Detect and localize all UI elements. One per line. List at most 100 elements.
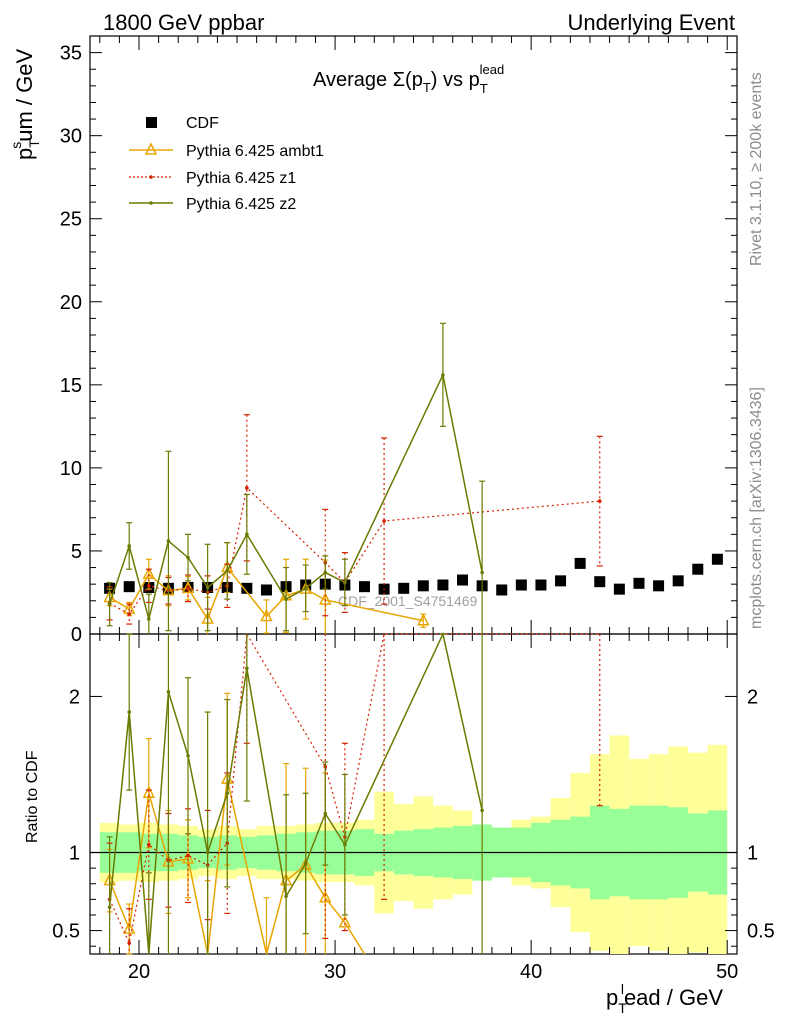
data-point-z2 (343, 842, 347, 847)
data-point-z2 (225, 569, 230, 573)
y-tick-label: 0 (71, 624, 82, 646)
data-point-z2 (225, 791, 230, 796)
legend-z2-label: Pythia 6.425 z2 (186, 196, 296, 213)
data-point-z2 (284, 597, 288, 601)
data-point-cdf (633, 577, 645, 589)
data-point-cdf (437, 579, 449, 591)
data-point-ambt1 (181, 851, 195, 864)
ratio-y-tick-label-right: 2 (747, 686, 758, 708)
data-point-z2 (303, 861, 308, 866)
y-tick-label: 20 (60, 292, 82, 314)
x-tick-label: 30 (324, 961, 346, 983)
y-tick-label: 10 (60, 458, 82, 480)
data-point-cdf (260, 584, 272, 596)
data-point-cdf (457, 574, 469, 586)
data-point-z2 (343, 580, 347, 585)
data-point-z1 (127, 612, 132, 616)
ratio-y-tick-label-right: 1 (747, 843, 758, 865)
plot-title: Average Σ(pT) vs pTlead (313, 62, 504, 96)
x-axis: 20 30 40 50 (99, 36, 738, 983)
data-point-cdf (417, 580, 429, 592)
legend-z2-marker (149, 201, 153, 205)
data-point-ambt1 (142, 785, 156, 798)
legend: CDF Pythia 6.425 ambt1 Pythia 6.425 z1 P… (129, 115, 324, 213)
data-point-ambt1 (319, 592, 332, 605)
data-point-cdf (653, 580, 665, 592)
data-point-z2 (284, 894, 288, 899)
data-point-z2 (166, 689, 171, 694)
legend-cdf-label: CDF (186, 115, 219, 132)
y-tick-label: 15 (60, 375, 82, 397)
y-tick-label: 35 (60, 43, 82, 65)
data-point-z1 (147, 842, 151, 847)
data-point-ambt1 (260, 608, 273, 622)
data-point-z1 (597, 499, 602, 503)
analysis-watermark: CDF_2001_S4751469 (338, 593, 478, 609)
data-point-z2 (205, 850, 210, 855)
x-tick-label: 50 (716, 961, 738, 983)
x-tick-label: 40 (520, 961, 542, 983)
data-point-ambt1 (142, 566, 156, 579)
ratio-y-axis: 0.5 0.5 1 1 2 2 (52, 686, 775, 947)
x-tick-label: 20 (128, 961, 150, 983)
data-point-z2 (107, 905, 112, 909)
data-point-z2 (186, 753, 190, 758)
data-point-ambt1 (417, 613, 430, 626)
rivet-version-label: Rivet 3.1.10, ≥ 200k events (748, 72, 765, 266)
data-point-z2 (107, 602, 112, 606)
data-point-ambt1 (122, 921, 136, 934)
data-point-cdf (692, 563, 704, 575)
legend-cdf-marker (146, 117, 157, 128)
data-point-z2 (480, 570, 484, 575)
ratio-data-layer (103, 631, 603, 955)
data-point-cdf (711, 553, 723, 565)
data-point-z2 (166, 539, 171, 543)
data-point-z1 (186, 586, 190, 591)
series-line-z1 (109, 632, 600, 946)
data-point-z1 (245, 486, 249, 490)
data-point-z2 (323, 811, 328, 816)
data-point-z1 (147, 584, 151, 588)
y-tick-label: 30 (60, 126, 82, 148)
data-point-z2 (303, 586, 308, 591)
data-point-ambt1 (319, 890, 332, 903)
data-point-cdf (535, 579, 547, 591)
ratio-y-tick-label: 0.5 (52, 921, 80, 943)
ratio-y-tick-label-right: 0.5 (747, 921, 775, 943)
y-tick-label: 25 (60, 209, 82, 231)
data-point-ambt1 (181, 580, 195, 594)
data-point-z2 (186, 555, 190, 560)
data-point-cdf (574, 557, 586, 569)
data-point-z2 (245, 666, 249, 671)
data-point-z2 (127, 710, 132, 714)
data-point-cdf (672, 575, 684, 587)
data-point-z1 (382, 519, 386, 523)
data-point-cdf (613, 583, 625, 595)
ratio-y-axis-label: Ratio to CDF (24, 750, 41, 843)
main-data-layer (103, 322, 723, 634)
header-right: Underlying Event (567, 10, 735, 35)
x-axis-label: pTlead / GeV (606, 981, 723, 1016)
data-point-ambt1 (338, 915, 352, 928)
header-left: 1800 GeV ppbar (103, 10, 264, 35)
data-point-z2 (205, 585, 210, 590)
legend-z1-label: Pythia 6.425 z1 (186, 170, 296, 187)
mcplots-label: mcplots.cern.ch [arXiv:1306.3436] (748, 387, 765, 629)
ratio-uncertainty-bands (99, 735, 728, 954)
data-point-z2 (127, 544, 132, 548)
data-point-cdf (515, 579, 527, 591)
data-point-cdf (594, 576, 606, 588)
series-line-z2 (108, 372, 483, 623)
main-y-axis-label: pTsum / GeV (8, 49, 42, 160)
ratio-y-tick-label: 2 (69, 686, 80, 708)
legend-ambt1-label: Pythia 6.425 ambt1 (186, 143, 324, 160)
series-line-z1 (109, 486, 600, 615)
data-point-z2 (323, 570, 328, 575)
data-point-z2 (245, 532, 249, 537)
data-point-cdf (496, 584, 508, 596)
y-tick-label: 5 (71, 541, 82, 563)
data-point-z2 (441, 373, 445, 377)
data-point-z2 (480, 808, 484, 813)
data-point-cdf (123, 581, 135, 593)
